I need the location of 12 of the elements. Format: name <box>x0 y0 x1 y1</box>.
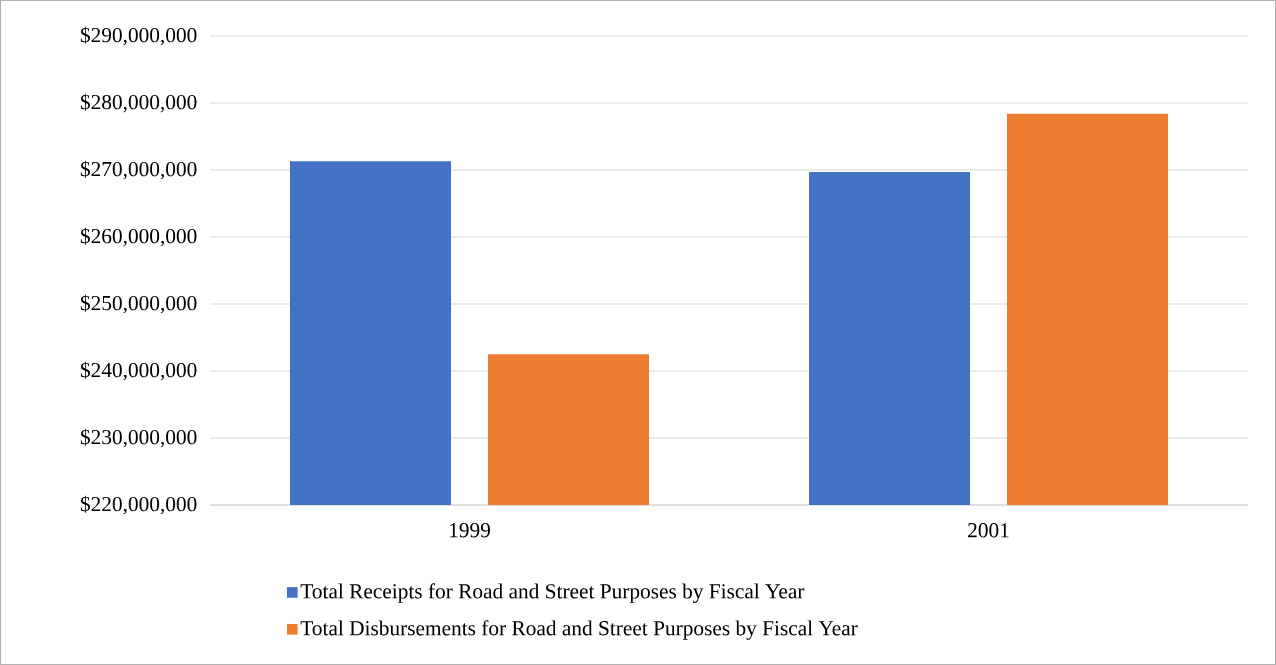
y-tick-label: $280,000,000 <box>80 93 197 113</box>
legend-label: Total Receipts for Road and Street Purposes by Fiscal Year <box>300 583 805 603</box>
y-tick-label: $240,000,000 <box>80 361 197 381</box>
y-tick-label: $230,000,000 <box>80 428 197 448</box>
x-tick-label: 2001 <box>968 523 1009 538</box>
y-tick-label: $220,000,000 <box>80 495 197 515</box>
y-tick-label: $270,000,000 <box>80 160 197 180</box>
y-tick-label: $250,000,000 <box>80 294 197 314</box>
y-tick-label: $290,000,000 <box>80 26 197 46</box>
y-tick-label: $260,000,000 <box>80 227 197 247</box>
x-tick-label: 1999 <box>450 523 490 538</box>
legend-label: Total Disbursements for Road and Street Purposes by Fiscal Year <box>300 620 858 640</box>
